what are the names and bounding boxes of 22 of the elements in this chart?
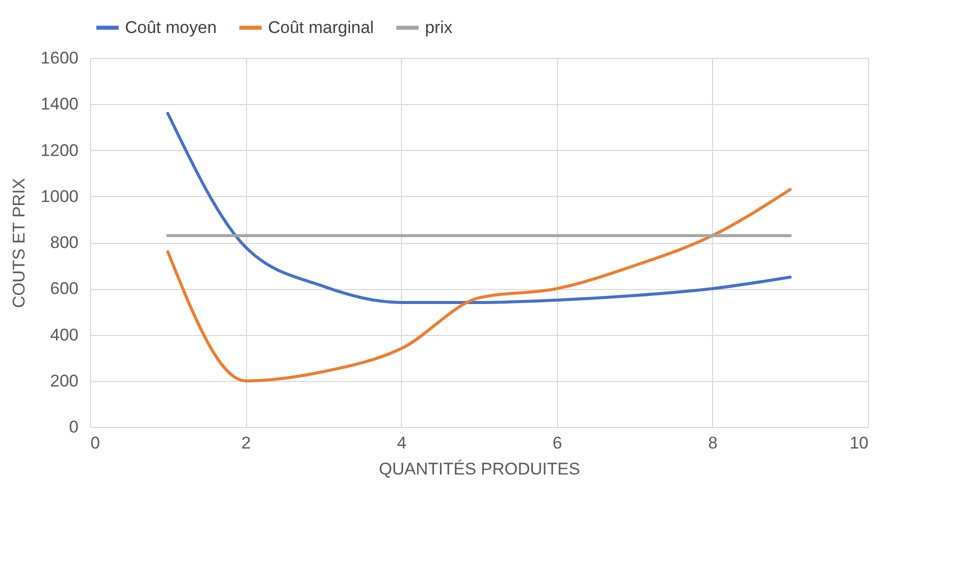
y-tick-label: 1400 (40, 94, 78, 114)
y-tick-label: 1600 (40, 48, 78, 68)
legend-label: prix (425, 18, 453, 37)
x-tick-label: 10 (850, 434, 868, 452)
y-tick-label: 600 (50, 279, 78, 298)
line-series (166, 112, 792, 304)
x-tick-label: 8 (708, 434, 718, 452)
legend-label: Coût marginal (268, 18, 374, 37)
line-series (166, 188, 792, 382)
x-tick-label: 2 (241, 434, 251, 452)
y-tick-label: 200 (50, 371, 78, 390)
x-tick-label: 0 (90, 434, 100, 452)
y-tick-label: 0 (69, 418, 78, 436)
y-tick-label: 800 (50, 233, 78, 252)
y-axis-title: COUTS ET PRIX (10, 178, 29, 308)
y-tick-label: 400 (50, 325, 78, 344)
x-axis-title: QUANTITÉS PRODUITES (378, 460, 580, 478)
x-tick-label: 4 (396, 434, 406, 452)
x-tick-label: 6 (552, 434, 562, 452)
y-tick-label: 1200 (40, 140, 78, 160)
legend-label: Coût moyen (125, 18, 217, 37)
y-tick-label: 1000 (40, 186, 78, 206)
